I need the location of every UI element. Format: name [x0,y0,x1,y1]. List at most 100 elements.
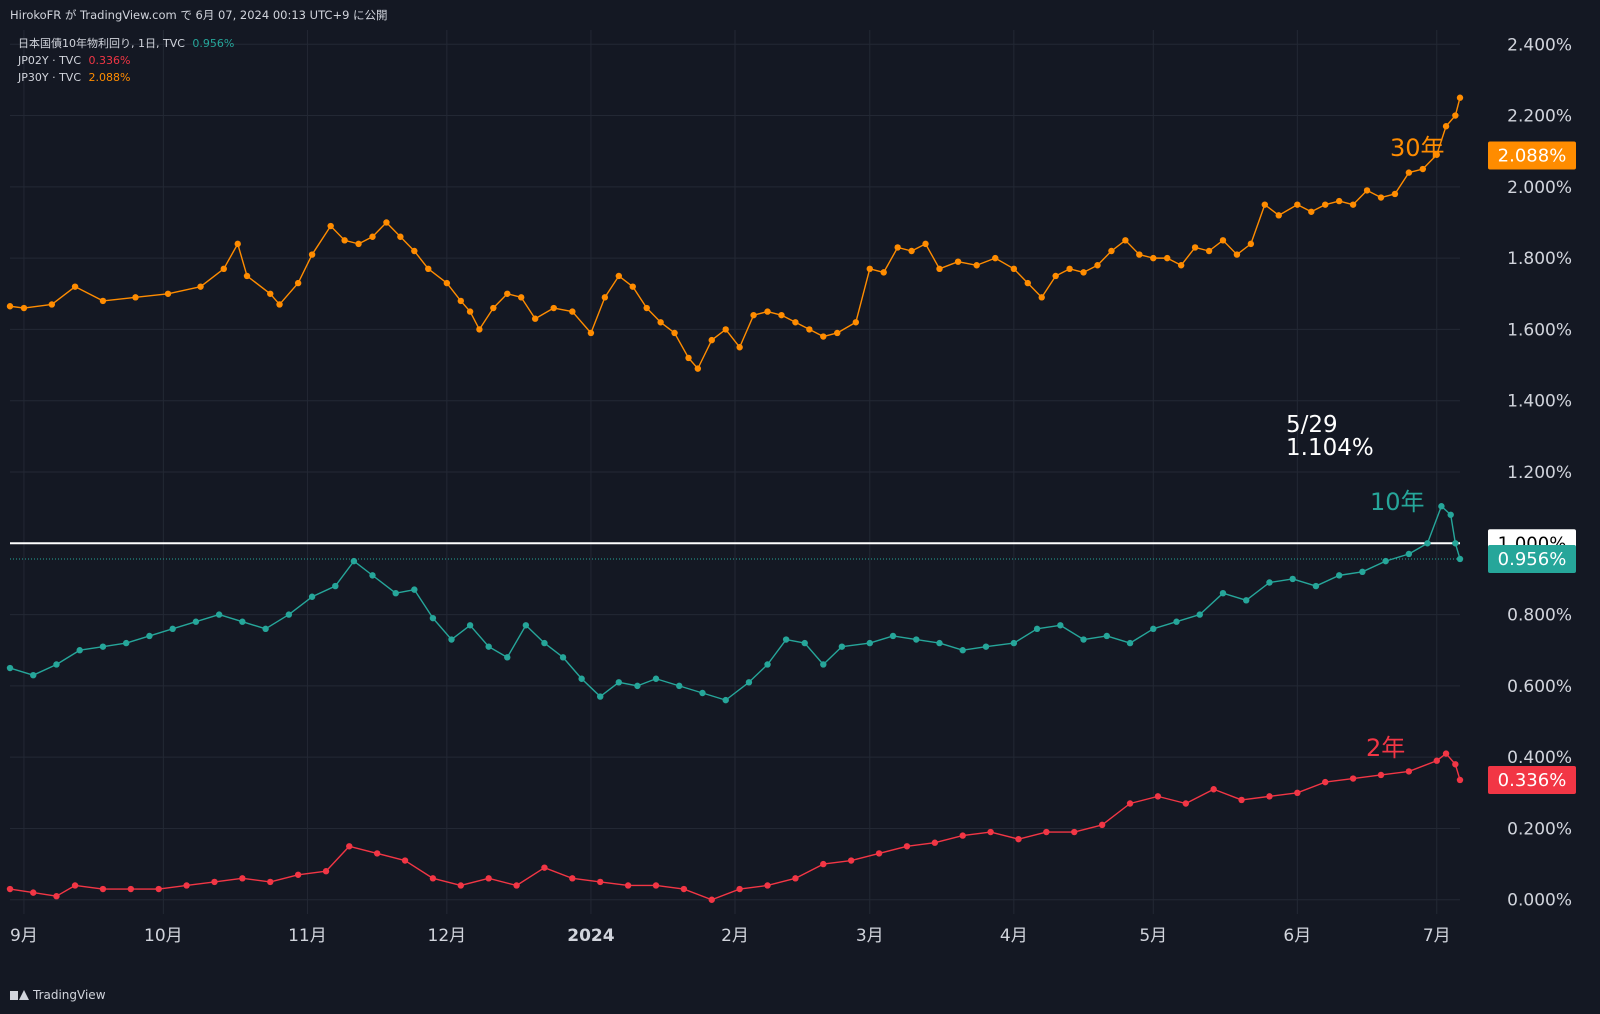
footer: TradingView [0,980,1600,1014]
data-point-jp10y [429,614,437,622]
data-point-jp10y [1452,540,1459,547]
data-point-jp30y [1308,208,1315,215]
data-point-jp02y [6,885,14,893]
data-point-jp30y [1261,201,1269,208]
data-point-jp30y [48,301,56,308]
data-point-jp10y [1196,611,1203,618]
legend-item-jp10y: 日本国債10年物利回り, 1日, TVC 0.956% [18,35,238,52]
data-point-jp02y [1266,793,1273,800]
data-point-jp30y [908,247,915,255]
data-point-jp10y [1424,540,1431,547]
data-point-jp10y [699,689,706,697]
data-point-jp30y [99,297,107,305]
data-point-jp02y [401,857,409,864]
data-point-jp02y [322,868,330,875]
publication-text: HirokoFR が TradingView.com で 6月 07, 2024… [10,8,388,22]
data-point-jp02y [1452,761,1459,768]
data-point-jp02y [513,882,520,889]
series-label-jp02y: 2年 [1366,734,1405,762]
data-point-jp30y [355,240,362,248]
data-point-jp30y [327,222,334,230]
data-point-jp30y [6,303,14,310]
data-point-jp10y [146,632,153,640]
data-point-jp30y [1363,187,1371,194]
data-point-jp10y [262,625,269,633]
data-point-jp30y [276,301,283,308]
data-point-jp10y [53,661,60,668]
data-point-jp10y [541,639,548,647]
data-point-jp30y [1094,262,1101,269]
data-point-jp30y [234,240,241,248]
data-point-jp30y [1456,94,1464,101]
data-point-jp30y [531,315,539,322]
data-point-jp30y [587,329,595,337]
data-point-jp10y [1438,503,1445,510]
data-point-jp30y [852,319,860,326]
data-point-jp10y [597,693,604,700]
data-point-jp10y [6,664,14,672]
data-point-jp02y [485,875,492,882]
data-point-jp30y [1108,247,1115,255]
legend-name-jp30y: JP30Y · TVC [18,71,82,84]
data-point-jp02y [1433,757,1440,764]
data-point-jp10y [676,682,683,690]
data-point-jp30y [569,308,576,315]
data-point-jp10y [392,589,399,597]
last-value-badge-jp02y-background [1488,765,1576,794]
last-value-badge-jp10y-background [1488,544,1576,573]
data-point-jp30y [1247,240,1255,248]
data-point-jp02y [987,828,994,836]
data-point-jp02y [1071,828,1078,836]
data-point-jp30y [671,329,678,337]
data-point-jp30y [490,304,497,312]
last-value-badge-jp30y-background [1488,141,1576,170]
data-point-jp02y [875,850,883,857]
data-point-jp30y [369,233,376,240]
data-point-jp10y [1080,636,1087,643]
data-point-jp10y [615,679,623,686]
chart-area: 9月 10月 11月 12月 2024 2月 3月 4月 5月 6月 7月 2.400% 2.200% 2… [0,30,1600,980]
data-point-jp30y [466,308,474,315]
data-point-jp30y [778,311,785,319]
y-tick-label: 0.600% [1507,677,1572,697]
annotation-date: 5/29 [1286,412,1338,438]
data-point-jp10y [1266,579,1273,586]
data-point-jp30y [1052,272,1059,280]
data-point-jp30y [750,311,757,319]
data-point-jp10y [820,661,827,668]
data-point-jp10y [1103,632,1110,640]
data-point-jp30y [806,326,813,333]
tradingview-logo[interactable]: TradingView [10,988,106,1002]
data-point-jp10y [801,639,808,647]
chart-svg[interactable]: 9月 10月 11月 12月 2024 2月 3月 4月 5月 6月 7月 2.400% 2.200% 2… [0,30,1600,980]
legend-item-jp02y: JP02Y · TVC 0.336% [18,52,238,69]
data-point-jp02y [30,889,37,896]
legend-value-jp10y: 0.956% [192,37,235,50]
tradingview-brand: TradingView [33,988,106,1002]
chart-legend: 日本国債10年物利回り, 1日, TVC 0.956% JP02Y · TVC … [18,35,238,86]
data-point-jp30y [1010,265,1018,273]
data-point-jp02y [1098,821,1106,829]
y-tick-label: 0.400% [1507,748,1572,768]
legend-name-jp02y: JP02Y · TVC [18,54,82,67]
x-tick-label: 2024 [567,926,614,946]
data-point-jp30y [1191,244,1199,251]
x-tick-label: 12月 [428,926,467,946]
data-point-jp02y [1322,778,1329,786]
data-point-jp10y [1447,511,1454,518]
data-point-jp10y [522,622,530,629]
data-point-jp02y [53,892,60,900]
data-point-jp30y [973,262,980,269]
legend-value-jp30y: 2.088% [88,71,131,84]
legend-item-jp30y: JP30Y · TVC 2.088% [18,69,238,86]
data-point-jp30y [1164,254,1171,262]
publication-bar: HirokoFR が TradingView.com で 6月 07, 2024… [0,0,1600,30]
data-point-jp30y [1391,190,1399,198]
data-point-jp10y [448,636,455,643]
data-point-jp10y [192,618,200,625]
data-point-jp02y [1126,800,1134,807]
legend-value-jp02y: 0.336% [88,54,131,67]
data-point-jp30y [1442,123,1450,130]
data-point-jp30y [722,326,729,333]
y-tick-label: 0.200% [1507,819,1572,839]
